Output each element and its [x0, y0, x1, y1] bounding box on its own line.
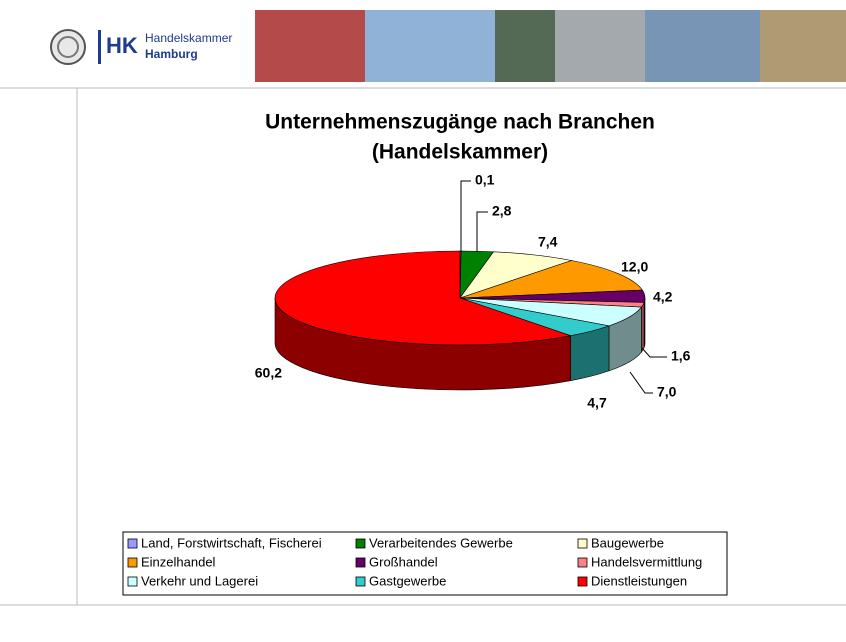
photo [255, 10, 365, 82]
legend-label: Dienstleistungen [591, 573, 687, 588]
logo-name: Handelskammer [145, 31, 232, 45]
legend-label: Baugewerbe [591, 535, 664, 550]
legend-swatch [577, 557, 588, 568]
chart-title: Unternehmenszugänge nach Branchen [265, 111, 655, 134]
logo-bar [98, 30, 101, 64]
leader-line [629, 371, 653, 394]
photo [555, 10, 645, 82]
legend-label: Land, Forstwirtschaft, Fischerei [141, 535, 322, 550]
photo [495, 10, 555, 82]
pie-slice [459, 260, 643, 299]
logo-name: Hamburg [145, 47, 198, 61]
photo [645, 10, 760, 82]
legend-label: Großhandel [369, 554, 438, 569]
leader-line [641, 347, 667, 358]
legend-label: Verarbeitendes Gewerbe [369, 535, 513, 550]
data-label: 60,2 [255, 365, 282, 381]
legend-label: Handelsvermittlung [591, 554, 702, 569]
leader-line [460, 180, 471, 252]
chart-title: (Handelskammer) [372, 141, 548, 164]
photo [760, 10, 846, 82]
emblem-inner [57, 36, 79, 58]
pie-side [641, 302, 645, 353]
legend-swatch [355, 538, 366, 549]
data-label: 4,7 [587, 395, 607, 411]
legend-box [122, 531, 728, 596]
data-label: 7,0 [657, 384, 677, 400]
header-photos [255, 10, 846, 82]
legend-swatch [355, 557, 366, 568]
legend-label: Verkehr und Lagerei [141, 573, 258, 588]
logo-abbr: HK [106, 33, 138, 58]
legend-swatch [577, 538, 588, 549]
legend-swatch [127, 538, 138, 549]
leader-line [476, 211, 488, 252]
data-label: 2,8 [492, 203, 512, 219]
legend-label: Gastgewerbe [369, 573, 446, 588]
emblem [50, 29, 86, 65]
legend-swatch [355, 576, 366, 587]
legend-swatch [127, 557, 138, 568]
data-label: 0,1 [475, 172, 495, 188]
legend-swatch [127, 576, 138, 587]
legend-label: Einzelhandel [141, 554, 216, 569]
photo [365, 10, 495, 82]
legend-swatch [577, 576, 588, 587]
data-label: 1,6 [671, 348, 691, 364]
data-label: 4,2 [653, 289, 673, 305]
data-label: 7,4 [538, 234, 558, 250]
data-label: 12,0 [621, 259, 648, 275]
pie-slice [274, 250, 572, 346]
